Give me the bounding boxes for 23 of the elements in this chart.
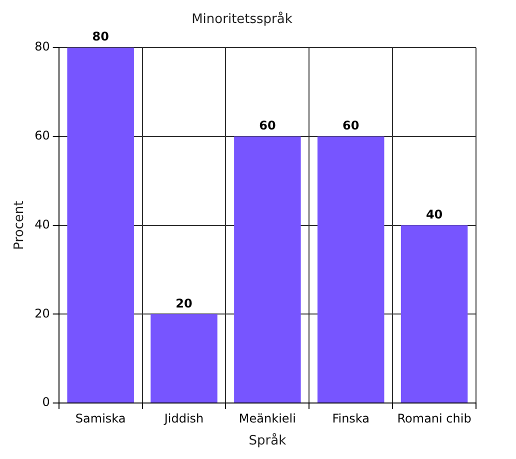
y-tick-label: 60 <box>34 128 50 143</box>
x-tick-label: Finska <box>332 411 370 426</box>
data-label: 60 <box>259 118 276 133</box>
y-tick-label: 80 <box>34 40 50 54</box>
x-tick-label: Samiska <box>75 411 126 426</box>
y-tick-label: 0 <box>42 395 50 410</box>
x-tick-label: Jiddish <box>163 411 204 426</box>
y-tick-label: 20 <box>34 306 50 320</box>
data-label: 20 <box>176 296 192 310</box>
bar <box>234 136 301 402</box>
bar <box>400 225 468 402</box>
data-label: 60 <box>342 118 360 133</box>
y-axis-title: Procent <box>12 200 28 250</box>
bar <box>317 136 384 402</box>
bar <box>150 314 218 402</box>
x-tick-label: Meänkieli <box>238 411 296 426</box>
x-axis-title: Språk <box>248 432 287 449</box>
data-label: 80 <box>92 30 109 44</box>
data-label: 40 <box>426 207 443 222</box>
y-tick-label: 40 <box>34 217 50 232</box>
bar <box>67 48 134 402</box>
x-tick-label: Romani chib <box>397 411 472 426</box>
chart-title: Minoritetsspråk <box>192 11 293 28</box>
